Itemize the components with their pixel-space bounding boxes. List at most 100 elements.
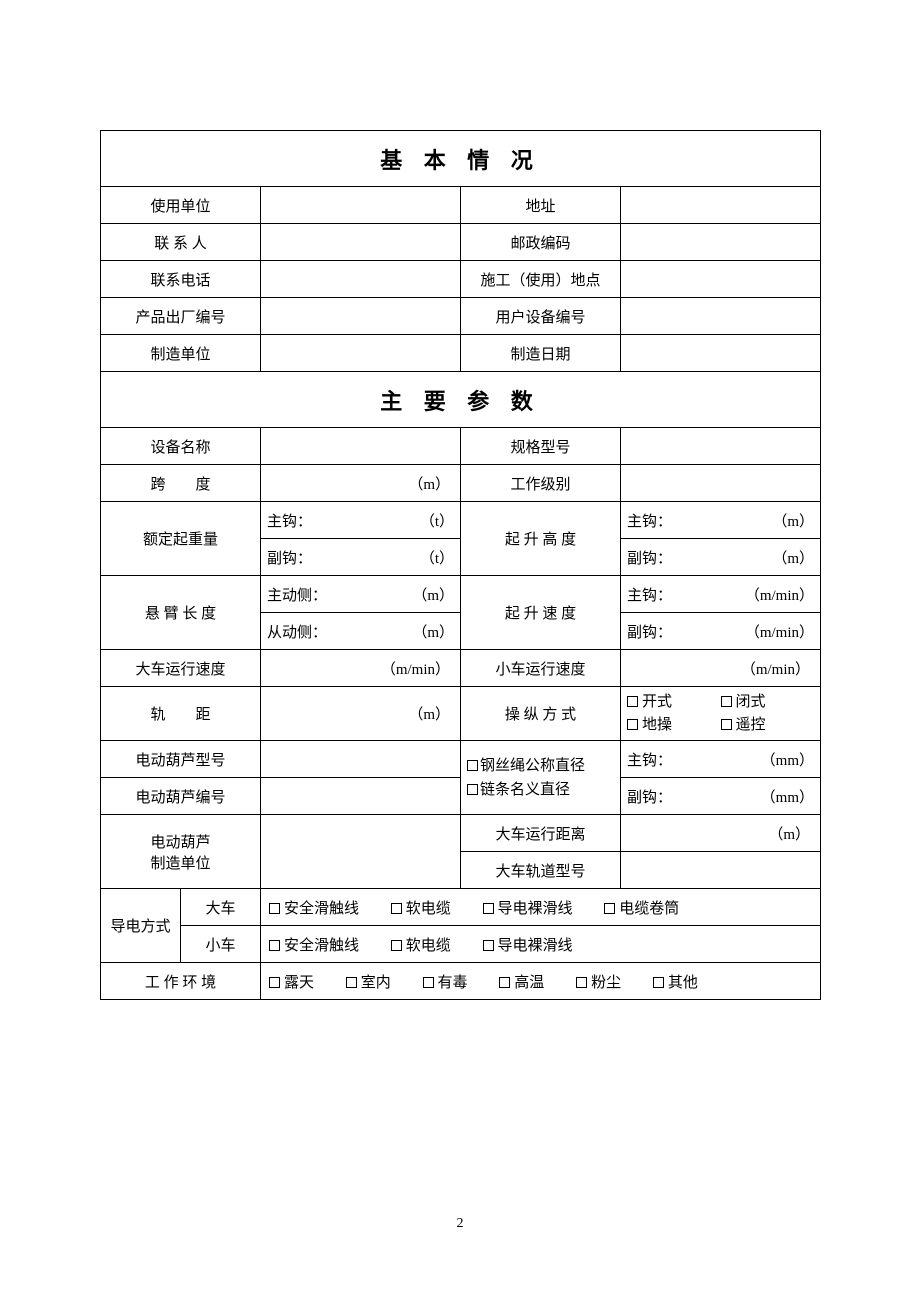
opt-other: 其他: [668, 975, 698, 991]
field-phone[interactable]: [261, 261, 461, 298]
field-arm-active[interactable]: 主动侧： （m）: [261, 576, 461, 613]
text-main-hook-4: 主钩：: [627, 749, 672, 770]
label-work-level: 工作级别: [461, 465, 621, 502]
opt-in: 室内: [361, 975, 391, 991]
field-big-speed[interactable]: （m/min）: [261, 650, 461, 687]
section-params-header: 主 要 参 数: [101, 372, 821, 428]
field-address[interactable]: [621, 187, 821, 224]
label-conduct: 导电方式: [101, 889, 181, 963]
field-height-main[interactable]: 主钩： （m）: [621, 502, 821, 539]
label-control-mode: 操 纵 方 式: [461, 687, 621, 741]
checkbox-icon: [627, 719, 638, 730]
checkbox-icon: [627, 696, 638, 707]
unit-mm-2: （mm）: [761, 786, 814, 807]
unit-m-3: （m）: [412, 584, 454, 605]
label-postal: 邮政编码: [461, 224, 621, 261]
checkbox-icon: [721, 719, 732, 730]
field-big-dist[interactable]: （m）: [621, 815, 821, 852]
field-mfr-date[interactable]: [621, 335, 821, 372]
field-model[interactable]: [621, 428, 821, 465]
label-lift-speed: 起 升 速 度: [461, 576, 621, 650]
opt-remote: 遥控: [736, 717, 766, 733]
opt-closed: 闭式: [736, 694, 766, 710]
label-mfr: 制造单位: [101, 335, 261, 372]
field-user-dev-no[interactable]: [621, 298, 821, 335]
form-table-container: 基 本 情 况 使用单位 地址 联 系 人 邮政编码 联系电话 施工（使用）地点…: [100, 130, 820, 1000]
checkbox-icon: [483, 903, 494, 914]
checkbox-icon: [391, 940, 402, 951]
field-conduct-big[interactable]: 安全滑触线 软电缆 导电裸滑线 电缆卷筒: [261, 889, 821, 926]
label-contact: 联 系 人: [101, 224, 261, 261]
field-factory-no[interactable]: [261, 298, 461, 335]
field-postal[interactable]: [621, 224, 821, 261]
field-span[interactable]: （m）: [261, 465, 461, 502]
text-hoist-mfr-1: 电动葫芦: [107, 831, 254, 852]
field-diam-aux[interactable]: 副钩： （mm）: [621, 778, 821, 815]
label-diameter: 钢丝绳公称直径 链条名义直径: [461, 741, 621, 815]
field-conduct-small[interactable]: 安全滑触线 软电缆 导电裸滑线: [261, 926, 821, 963]
text-main-hook-2: 主钩：: [627, 510, 672, 531]
field-mfr[interactable]: [261, 335, 461, 372]
text-chain-diam: 链条名义直径: [480, 782, 570, 798]
unit-mmin-2: （m/min）: [745, 621, 814, 642]
label-user-dev-no: 用户设备编号: [461, 298, 621, 335]
text-hoist-mfr-2: 制造单位: [107, 852, 254, 873]
label-rated-load: 额定起重量: [101, 502, 261, 576]
field-dev-name[interactable]: [261, 428, 461, 465]
field-user-unit[interactable]: [261, 187, 461, 224]
field-small-speed[interactable]: （m/min）: [621, 650, 821, 687]
label-hoist-model: 电动葫芦型号: [101, 741, 261, 778]
field-control-mode[interactable]: 开式 闭式 地操 遥控: [621, 687, 821, 741]
opt-safe-1: 安全滑触线: [284, 901, 359, 917]
label-gauge: 轨 距: [101, 687, 261, 741]
field-work-level[interactable]: [621, 465, 821, 502]
field-speed-aux[interactable]: 副钩： （m/min）: [621, 613, 821, 650]
checkbox-icon: [653, 977, 664, 988]
checkbox-icon: [269, 903, 280, 914]
field-diam-main[interactable]: 主钩：（mm）: [621, 741, 821, 778]
unit-m-2: （m）: [772, 547, 814, 568]
label-big-speed: 大车运行速度: [101, 650, 261, 687]
unit-m-1: （m）: [772, 510, 814, 531]
field-arm-passive[interactable]: 从动侧：（m）: [261, 613, 461, 650]
field-gauge[interactable]: （m）: [261, 687, 461, 741]
opt-soft-2: 软电缆: [406, 938, 451, 954]
field-hoist-no[interactable]: [261, 778, 461, 815]
unit-t-1: （t）: [420, 510, 454, 531]
opt-open: 开式: [642, 694, 672, 710]
opt-out: 露天: [284, 975, 314, 991]
field-site[interactable]: [621, 261, 821, 298]
text-aux-hook-2: 副钩：: [627, 547, 672, 568]
text-aux-hook-3: 副钩：: [627, 621, 672, 642]
text-main-hook-3: 主钩：: [627, 584, 672, 605]
opt-bare-1: 导电裸滑线: [498, 901, 573, 917]
unit-mmin-3: （m/min）: [381, 662, 450, 678]
label-hoist-mfr: 电动葫芦 制造单位: [101, 815, 261, 889]
text-active-side: 主动侧：: [267, 584, 327, 605]
label-span: 跨 度: [101, 465, 261, 502]
field-hoist-model[interactable]: [261, 741, 461, 778]
text-aux-hook-4: 副钩：: [627, 786, 672, 807]
opt-ground: 地操: [642, 717, 672, 733]
field-big-rail[interactable]: [621, 852, 821, 889]
label-user-unit: 使用单位: [101, 187, 261, 224]
label-big-car: 大车: [181, 889, 261, 926]
opt-soft-1: 软电缆: [406, 901, 451, 917]
field-rated-aux[interactable]: 副钩：（t）: [261, 539, 461, 576]
unit-m-5: （m）: [408, 707, 450, 723]
field-rated-main[interactable]: 主钩：（t）: [261, 502, 461, 539]
unit-mmin-1: （m/min）: [745, 584, 814, 605]
field-hoist-mfr[interactable]: [261, 815, 461, 889]
field-height-aux[interactable]: 副钩： （m）: [621, 539, 821, 576]
label-phone: 联系电话: [101, 261, 261, 298]
unit-t-2: （t）: [420, 547, 454, 568]
text-rope-diam: 钢丝绳公称直径: [480, 758, 585, 774]
checkbox-icon: [721, 696, 732, 707]
field-env[interactable]: 露天 室内 有毒 高温 粉尘 其他: [261, 963, 821, 1000]
field-speed-main[interactable]: 主钩： （m/min）: [621, 576, 821, 613]
checkbox-icon: [467, 760, 478, 771]
field-contact[interactable]: [261, 224, 461, 261]
opt-hot: 高温: [514, 975, 544, 991]
page-number: 2: [0, 1216, 920, 1232]
unit-m-4: （m）: [412, 621, 454, 642]
